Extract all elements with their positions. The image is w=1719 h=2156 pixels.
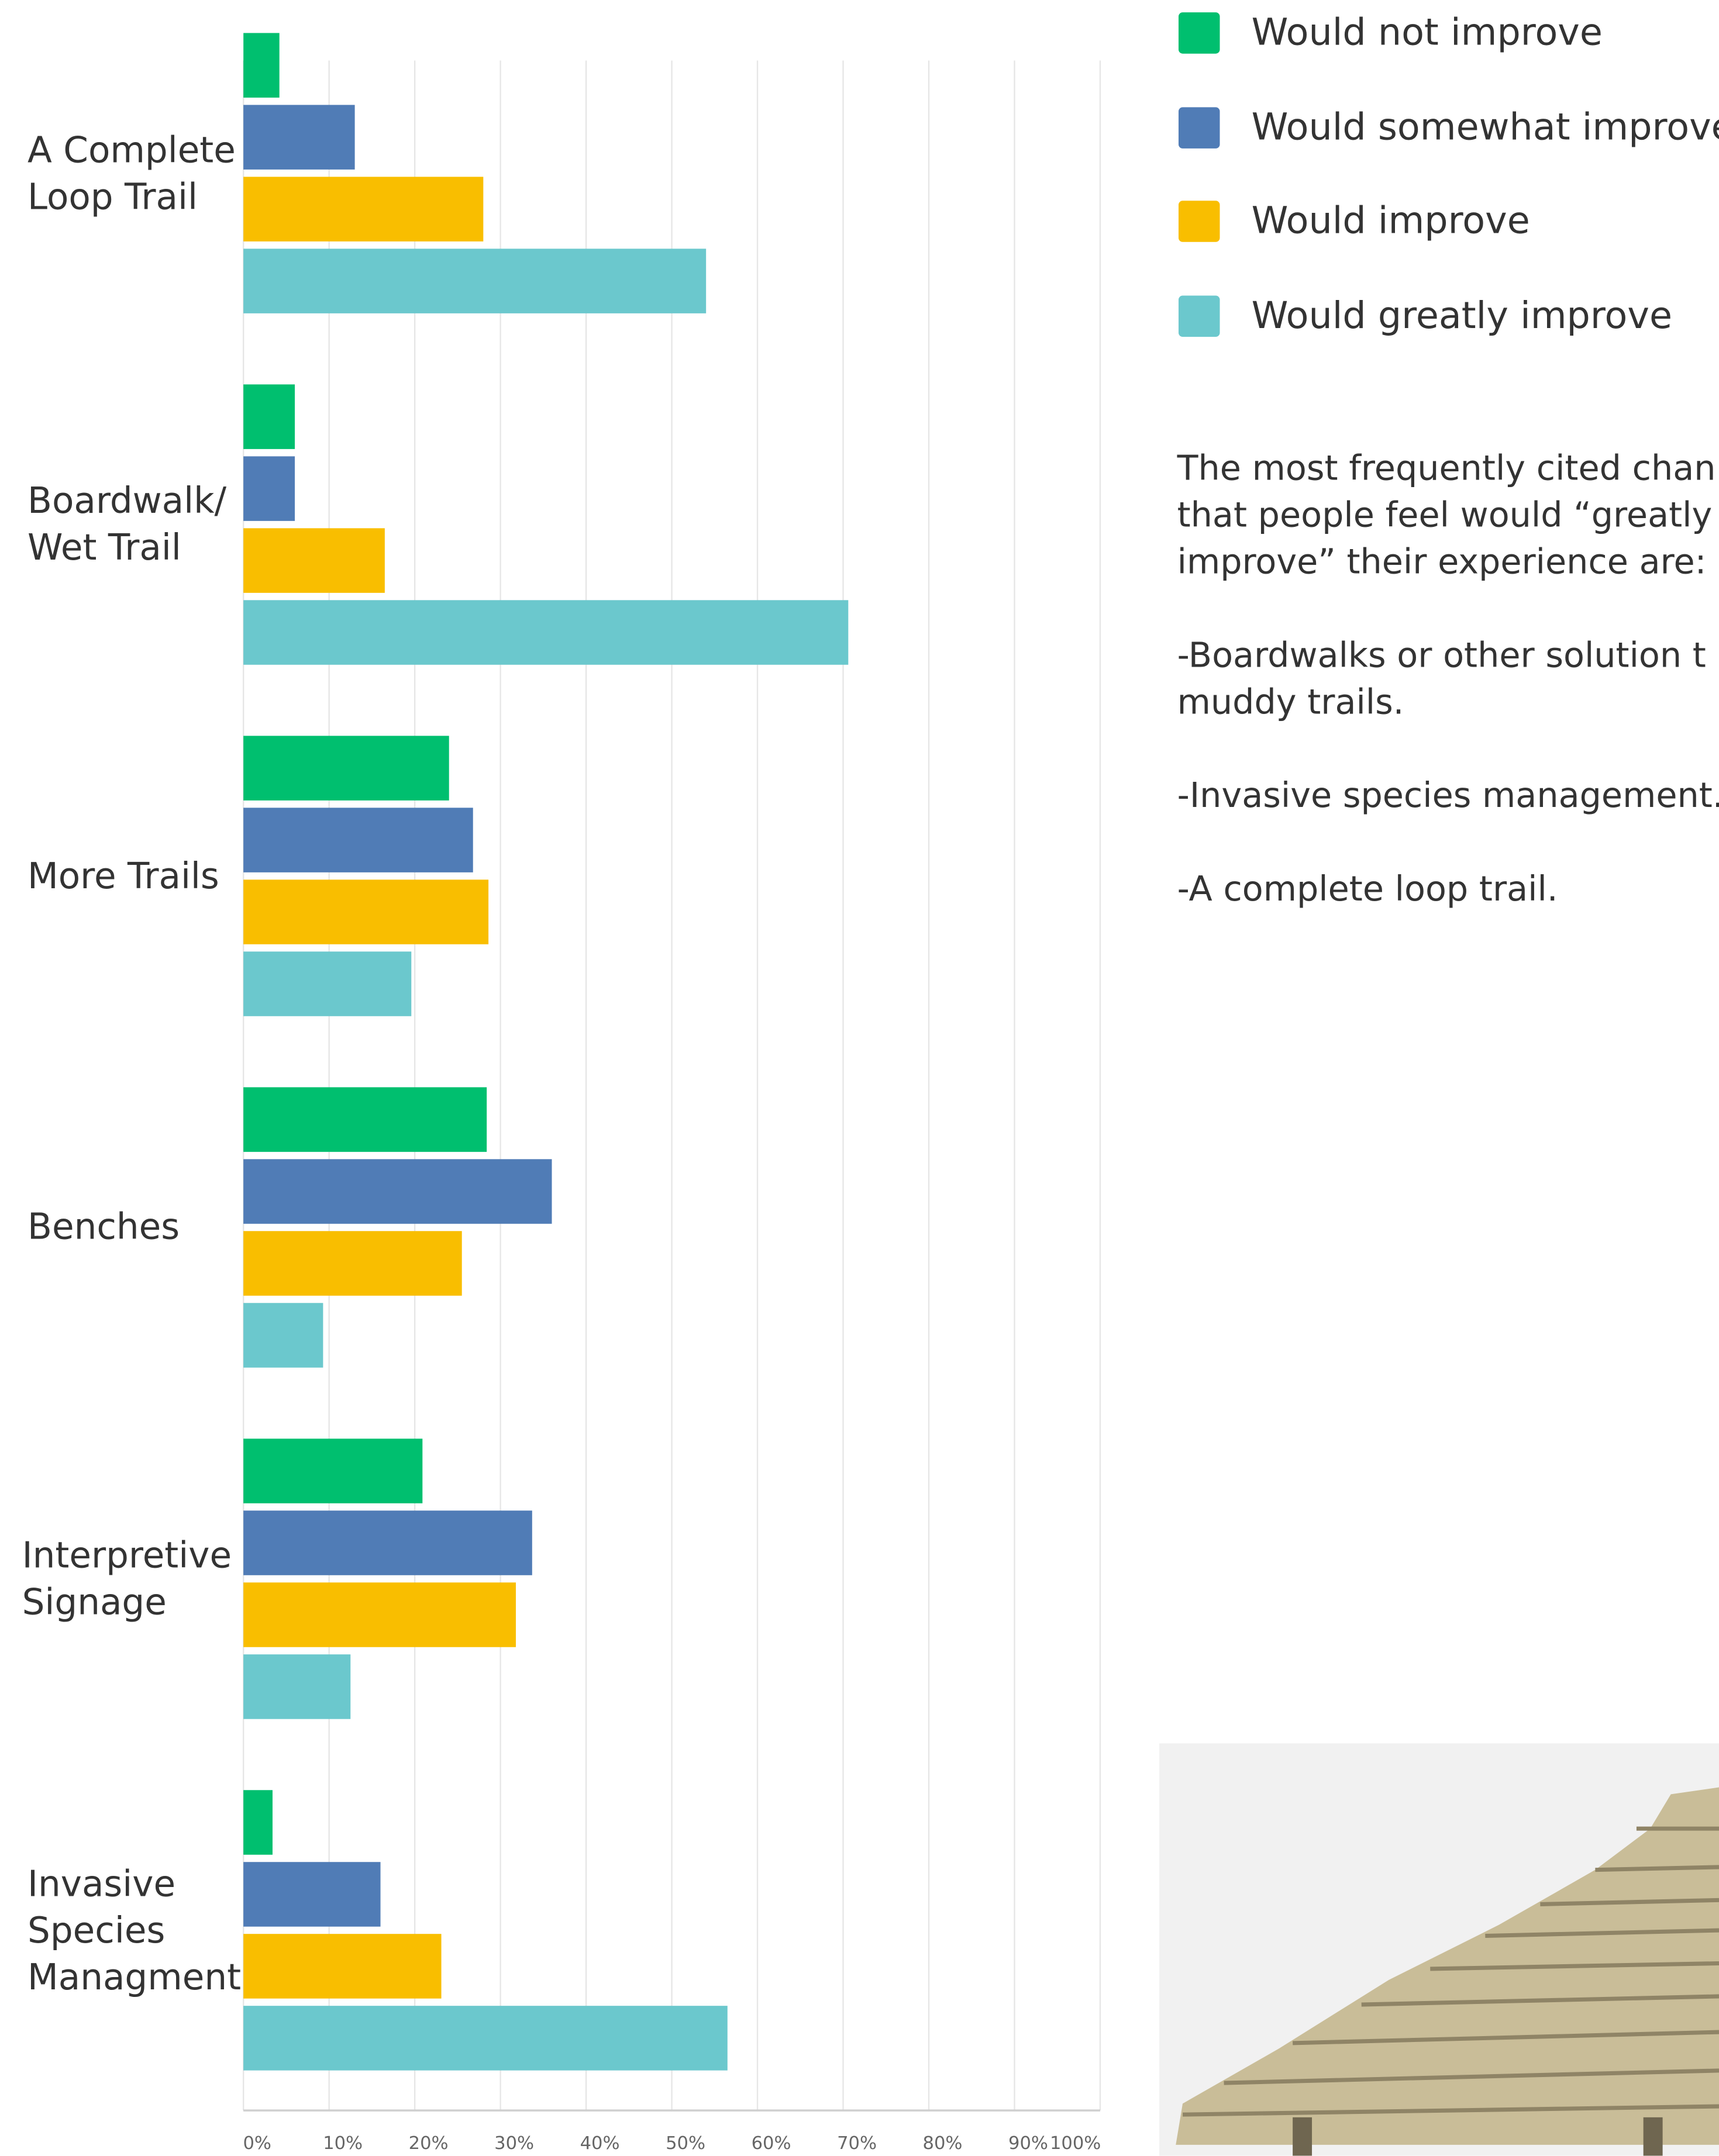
- note-line: -Boardwalks or other solution t: [1177, 635, 1706, 675]
- bar: [243, 2006, 728, 2071]
- legend-label: Would greatly improve: [1251, 294, 1673, 337]
- note-line: -A complete loop trail.: [1177, 868, 1558, 909]
- category-label: Invasive Species Managment: [27, 1864, 242, 1999]
- x-tick-label: 0%: [243, 2133, 271, 2154]
- photo: [1159, 1743, 1719, 2156]
- x-tick-label: 100%: [1050, 2133, 1101, 2154]
- note-line: that people feel would “greatly: [1177, 495, 1713, 535]
- bar: [243, 1303, 323, 1368]
- notes: The most frequently cited chan that peopl…: [1177, 446, 1719, 913]
- bar: [243, 33, 280, 98]
- note-line: The most frequently cited chan: [1177, 448, 1716, 488]
- x-tick-label: 10%: [323, 2133, 363, 2154]
- category-label: Interpretive Signage: [22, 1536, 232, 1624]
- legend-swatch: [1178, 12, 1220, 54]
- bar: [243, 1159, 552, 1224]
- note-line: muddy trails.: [1177, 682, 1404, 722]
- bar: [243, 528, 385, 593]
- bar: [243, 600, 849, 665]
- note-line: [1177, 819, 1719, 866]
- x-tick-label: 50%: [666, 2133, 705, 2154]
- x-tick-label: 20%: [409, 2133, 449, 2154]
- x-tick-label: 90%: [1008, 2133, 1048, 2154]
- x-tick-label: 80%: [923, 2133, 963, 2154]
- bar: [243, 1087, 487, 1152]
- x-tick-label: 30%: [494, 2133, 534, 2154]
- bar: [243, 1510, 532, 1575]
- bar: [243, 1582, 516, 1647]
- note-line: [1177, 726, 1719, 772]
- category-label: Boardwalk/ Wet Trail: [27, 481, 227, 570]
- legend-swatch: [1178, 201, 1220, 242]
- legend-label: Would somewhat improve: [1251, 106, 1719, 149]
- bar: [243, 1862, 381, 1927]
- bar: [243, 736, 449, 801]
- bar: [243, 1654, 351, 1719]
- category-label: More Trails: [27, 856, 219, 898]
- x-tick-label: 60%: [752, 2133, 791, 2154]
- category-label: A Complete Loop Trail: [27, 130, 236, 218]
- legend-swatch: [1178, 295, 1220, 336]
- note-line: [1177, 586, 1719, 633]
- bar: [243, 808, 473, 872]
- bar: [243, 1934, 442, 1999]
- bar: [243, 951, 412, 1016]
- bar: [243, 384, 295, 449]
- bar: [243, 1790, 273, 1855]
- bar: [243, 456, 295, 521]
- note-line: -Invasive species management.: [1177, 775, 1719, 816]
- legend-swatch: [1178, 106, 1220, 148]
- category-label: Benches: [27, 1208, 180, 1249]
- x-tick-label: 40%: [580, 2133, 620, 2154]
- bar: [243, 1231, 462, 1296]
- legend-label: Would not improve: [1251, 11, 1603, 54]
- grid: [242, 60, 1101, 2111]
- bar: [243, 105, 355, 170]
- legend-label: Would improve: [1251, 200, 1530, 243]
- bar: [243, 1439, 423, 1503]
- x-tick-label: 70%: [837, 2133, 877, 2154]
- note-line: improve” their experience are:: [1177, 541, 1707, 582]
- bar: [243, 177, 484, 242]
- bar: [243, 249, 707, 313]
- bar: [243, 879, 489, 944]
